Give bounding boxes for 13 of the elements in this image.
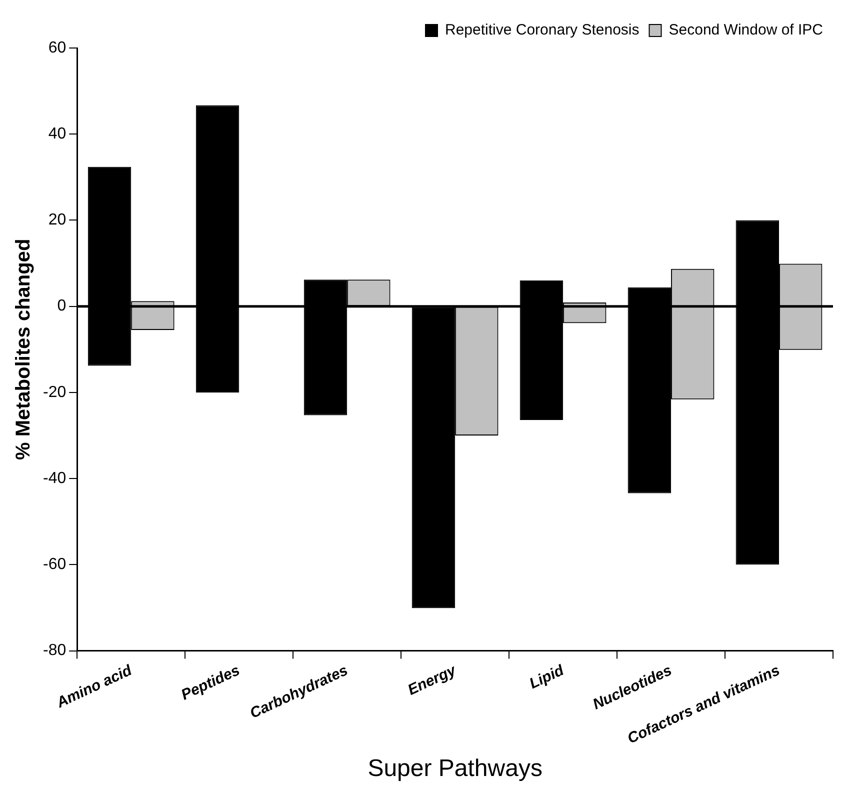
y-tick-label: 60 [48,39,66,56]
y-tick-label: -20 [43,384,66,401]
y-tick-label: -60 [43,556,66,574]
legend-label: Second Window of IPC [668,22,824,39]
y-tick-label: 0 [57,298,66,315]
y-tick-label: -80 [43,642,66,660]
y-tick-label: -40 [43,470,66,487]
x-axis-title: Super Pathways [368,755,542,782]
x-tick-label: Lipid [526,662,568,692]
y-axis-title: % Metabolites changed [12,238,35,460]
y-tick-label: 40 [48,126,66,143]
legend-label: Repetitive Coronary Stenosis [445,22,640,39]
y-tick-label: 20 [48,212,66,229]
